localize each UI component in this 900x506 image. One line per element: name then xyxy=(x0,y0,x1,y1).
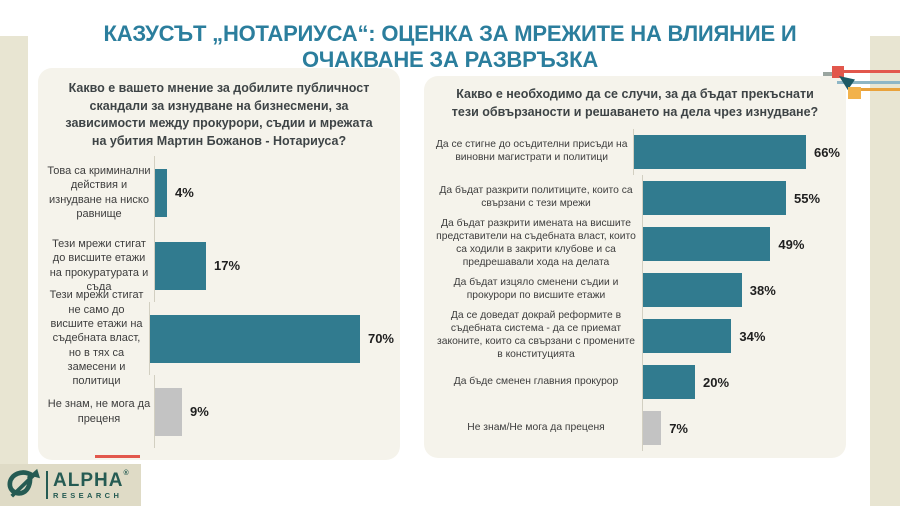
bar xyxy=(643,319,732,353)
category-label: Да бъдат разкрити имената на висшите пре… xyxy=(436,218,636,268)
registered-mark: ® xyxy=(123,469,130,477)
left-chart: Това са криминални действия и изнудване … xyxy=(44,156,394,448)
bar xyxy=(643,227,771,261)
bar xyxy=(155,241,206,290)
logo-name: ALPHA ® xyxy=(53,469,130,491)
bar xyxy=(643,181,786,215)
bar-track: 17% xyxy=(154,229,394,302)
page-title: КАЗУСЪТ „НОТАРИУСА“: ОЦЕНКА ЗА МРЕЖИТЕ Н… xyxy=(103,20,797,72)
chart-row: Тези мрежи стигат не само до висшите ета… xyxy=(44,289,394,387)
bar xyxy=(155,387,182,436)
left-background-strip xyxy=(0,36,28,506)
category-label: Тези мрежи стигат не само до висшите ета… xyxy=(49,289,144,388)
bar xyxy=(634,135,806,169)
value-label: 34% xyxy=(739,328,766,344)
category-label: Да бъдат разкрити политиците, които са с… xyxy=(439,185,633,209)
category-label: Не знам, не мога да преценя xyxy=(47,398,151,425)
chart-row: Това са криминални действия и изнудване … xyxy=(44,156,394,229)
bar-track: 70% xyxy=(148,302,394,375)
chart-row: Да бъдат изцяло сменени съдии и прокурор… xyxy=(430,267,840,313)
value-label: 20% xyxy=(703,374,730,390)
chart-row: Да бъде сменен главния прокурор 20% xyxy=(430,359,840,405)
chart-row: Не знам/Не мога да преценя 7% xyxy=(430,405,840,451)
category-label: Не знам/Не мога да преценя xyxy=(467,421,605,433)
right-chart: Да се стигне до осъдителни присъди на ви… xyxy=(430,129,840,451)
value-label: 38% xyxy=(749,282,776,298)
logo-divider xyxy=(46,471,48,499)
category-label: Да бъде сменен главния прокурор xyxy=(453,375,619,387)
bar-track: 34% xyxy=(642,313,840,359)
bar-track: 4% xyxy=(154,156,394,229)
logo-name-text: ALPHA xyxy=(53,469,124,491)
bar-track: 66% xyxy=(633,129,840,175)
decoration-red-pin-icon xyxy=(832,66,844,78)
value-label: 55% xyxy=(794,190,821,206)
decoration-logo-dash xyxy=(95,455,140,458)
bar-track: 49% xyxy=(642,221,840,267)
value-label: 4% xyxy=(175,185,194,200)
right-background-strip xyxy=(870,36,900,506)
bar-track: 9% xyxy=(154,375,394,448)
bar xyxy=(643,365,695,399)
chart-row: Тези мрежи стигат до висшите етажи на пр… xyxy=(44,229,394,302)
right-chart-title: Какво е необходимо да се случи, за да бъ… xyxy=(451,87,819,119)
chart-row: Да бъдат разкрити имената на висшите пре… xyxy=(430,218,840,268)
bar-track: 7% xyxy=(642,405,840,451)
category-label: Да бъдат изцяло сменени съдии и прокурор… xyxy=(453,277,619,301)
decoration-orange-line xyxy=(861,88,900,91)
chart-row: Да се стигне до осъдителни присъди на ви… xyxy=(430,129,840,175)
alpha-glyph-icon xyxy=(5,467,43,504)
category-label: Това са криминални действия и изнудване … xyxy=(47,164,151,220)
decoration-blue-line xyxy=(837,81,900,84)
value-label: 66% xyxy=(813,144,840,160)
chart-row: Не знам, не мога да преценя 9% xyxy=(44,375,394,448)
bar xyxy=(149,314,360,363)
bar xyxy=(643,411,662,445)
bar-track: 38% xyxy=(642,267,840,313)
category-label: Тези мрежи стигат до висшите етажи на пр… xyxy=(49,237,149,293)
value-label: 49% xyxy=(778,236,805,252)
bar-track: 20% xyxy=(642,359,840,405)
decoration-red-line xyxy=(844,70,900,73)
bar xyxy=(643,273,742,307)
category-label: Да се стигне до осъдителни присъди на ви… xyxy=(435,139,628,163)
value-label: 9% xyxy=(190,404,209,419)
logo-text: ALPHA ® RESEARCH xyxy=(53,469,130,500)
decoration-yellow-pin-icon xyxy=(848,87,861,99)
alpha-research-logo: ALPHA ® RESEARCH xyxy=(0,464,141,506)
category-label: Да се доведат докрай реформите в съдебна… xyxy=(437,310,635,360)
value-label: 7% xyxy=(669,420,688,436)
left-chart-title: Какво е вашето мнение за добилите публич… xyxy=(65,81,373,148)
chart-row: Да бъдат разкрити политиците, които са с… xyxy=(430,175,840,221)
value-label: 70% xyxy=(367,331,394,346)
chart-row: Да се доведат докрай реформите в съдебна… xyxy=(430,310,840,360)
bar-track: 55% xyxy=(642,175,840,221)
logo-subtitle: RESEARCH xyxy=(53,490,123,500)
right-chart-panel: Какво е необходимо да се случи, за да бъ… xyxy=(424,76,846,458)
bar xyxy=(155,168,167,217)
left-chart-panel: Какво е вашето мнение за добилите публич… xyxy=(38,68,400,460)
value-label: 17% xyxy=(214,258,241,273)
